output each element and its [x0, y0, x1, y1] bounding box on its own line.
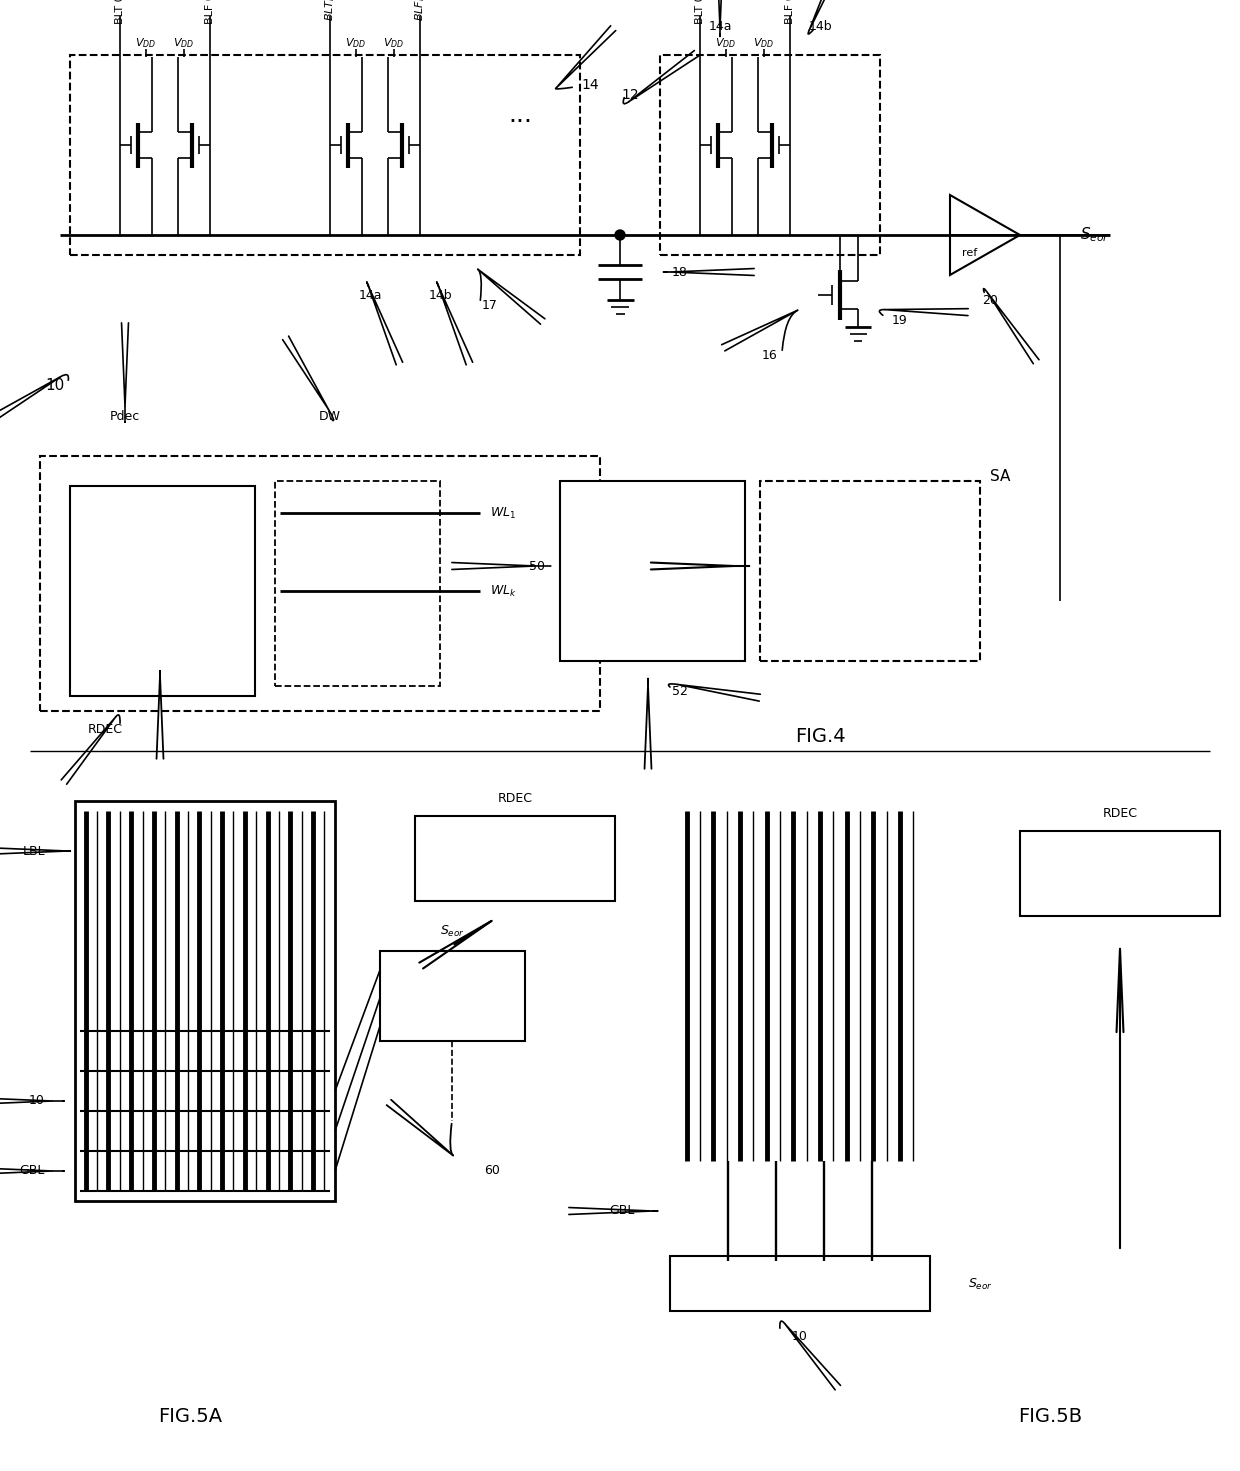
Text: GBL: GBL	[20, 1165, 45, 1177]
Text: Pdec: Pdec	[110, 409, 140, 422]
Text: 60: 60	[484, 1165, 500, 1177]
Bar	[40, 456, 600, 710]
Bar	[760, 481, 980, 660]
Text: 16: 16	[763, 349, 777, 362]
Text: 18: 18	[672, 265, 688, 278]
Text: $WL_k$: $WL_k$	[490, 584, 517, 599]
Text: $S_{eor}$: $S_{eor}$	[967, 1277, 992, 1292]
Text: SA: SA	[990, 468, 1011, 484]
Text: BLT 0: BLT 0	[115, 0, 125, 24]
Bar	[69, 485, 255, 696]
Text: $V_{DD}$: $V_{DD}$	[383, 37, 404, 50]
Text: FIG.5B: FIG.5B	[1018, 1406, 1083, 1425]
Text: DW: DW	[319, 409, 341, 422]
Text: GBL: GBL	[610, 1205, 635, 1218]
Text: 14a: 14a	[708, 19, 732, 32]
Bar	[74, 802, 335, 1200]
Text: ref: ref	[962, 249, 977, 257]
Text: $V_{DD}$: $V_{DD}$	[754, 37, 775, 50]
Text: BLF 0: BLF 0	[785, 0, 795, 25]
Text: $V_{DD}$: $V_{DD}$	[174, 37, 195, 50]
Text: 20: 20	[982, 294, 998, 306]
Text: RDEC: RDEC	[88, 722, 123, 736]
Text: 14b: 14b	[428, 288, 451, 302]
Bar	[275, 481, 440, 685]
Text: $BLT_i$: $BLT_i$	[324, 0, 337, 22]
Text: 12: 12	[621, 88, 639, 101]
Text: $V_{DD}$: $V_{DD}$	[346, 37, 367, 50]
Text: 50: 50	[529, 559, 546, 572]
Text: 17: 17	[482, 299, 498, 312]
Text: $WL_1$: $WL_1$	[490, 506, 516, 521]
Text: $S_{eor}$: $S_{eor}$	[440, 924, 464, 938]
Text: RDEC: RDEC	[497, 791, 532, 805]
Text: 52: 52	[672, 684, 688, 697]
Text: RDEC: RDEC	[1102, 806, 1137, 819]
Text: $V_{DD}$: $V_{DD}$	[135, 37, 156, 50]
Bar	[415, 816, 615, 902]
Bar	[670, 1256, 930, 1311]
Text: $BLF_i$: $BLF_i$	[413, 0, 427, 21]
Bar	[1021, 831, 1220, 916]
Bar	[560, 481, 745, 660]
Text: 14a: 14a	[358, 288, 382, 302]
Text: LBL: LBL	[22, 844, 45, 858]
Text: BLT 0: BLT 0	[694, 0, 706, 24]
Circle shape	[615, 229, 625, 240]
Text: 10: 10	[46, 378, 64, 393]
Text: 10: 10	[792, 1330, 808, 1343]
Bar	[660, 54, 880, 254]
Text: 14b: 14b	[808, 19, 832, 32]
Bar	[379, 950, 525, 1041]
Text: 14: 14	[582, 78, 599, 93]
Bar	[69, 54, 580, 254]
Text: 19: 19	[892, 313, 908, 327]
Text: BLF 0: BLF 0	[205, 0, 215, 25]
Text: 10: 10	[29, 1094, 45, 1108]
Text: $V_{DD}$: $V_{DD}$	[715, 37, 737, 50]
Text: FIG.4: FIG.4	[795, 727, 846, 746]
Text: $S_{eor}$: $S_{eor}$	[1080, 225, 1110, 244]
Text: FIG.5A: FIG.5A	[157, 1406, 222, 1425]
Text: ...: ...	[508, 103, 532, 127]
